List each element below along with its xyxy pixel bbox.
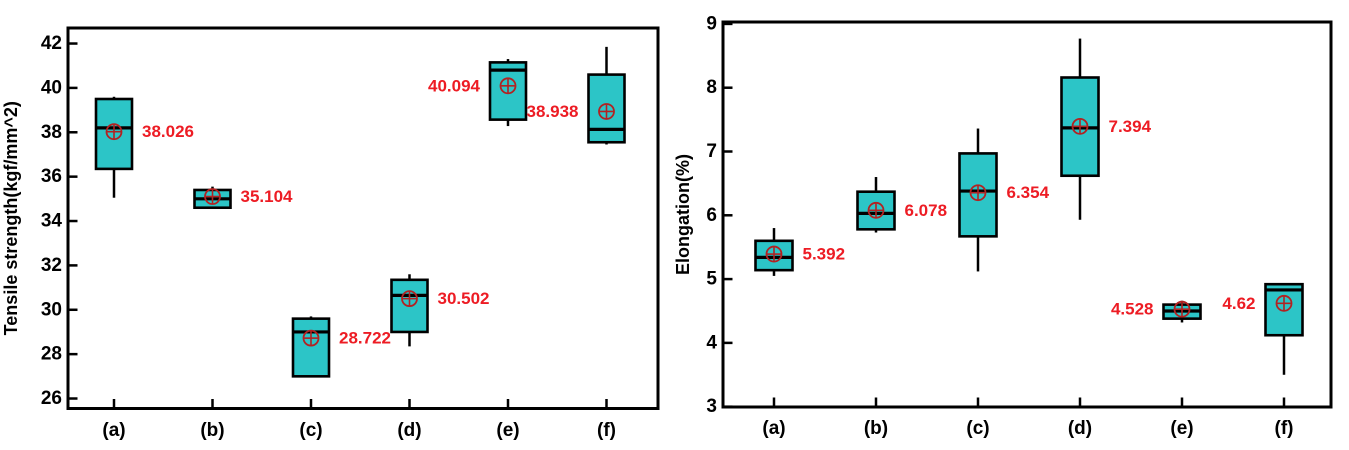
y-tick-label: 4 [706,332,717,353]
y-tick-label: 38 [41,122,62,143]
x-tick-label: (c) [966,418,989,439]
mean-value-label: 6.078 [905,201,948,220]
plot-frame [721,20,1333,409]
box-group: 38.938 [527,46,626,145]
y-tick-label: 3 [706,396,717,417]
mean-value-label: 40.094 [428,76,481,95]
mean-marker [867,201,885,219]
box-group: 28.722 [291,316,391,378]
x-tick-label: (f) [597,420,616,441]
x-tick-label: (a) [102,420,125,441]
mean-marker [1275,294,1293,312]
mean-value-label: 35.104 [241,187,294,206]
mean-marker [1071,117,1089,135]
tensile-strength-chart: 26 28 30 32 34 36 38 40 42 (a) (b) (c) (d) (e) (f) Tens… [1,26,660,441]
x-tick-label: (b) [864,418,888,439]
mean-value-label: 4.528 [1111,300,1154,319]
box-group: 38.026 [94,96,194,198]
y-tick-label: 30 [41,299,62,320]
x-tick-label: (e) [496,420,519,441]
y-tick-label: 28 [41,344,62,365]
box-group: 30.502 [390,274,490,347]
box-group: 6.078 [856,177,948,233]
y-axis-title: Elongation(%) [675,154,693,275]
y-tick-label: 32 [41,255,62,276]
y-tick-label: 40 [41,77,62,98]
mean-marker [765,245,783,263]
y-tick-label: 7 [706,141,717,162]
plot-frame [66,26,660,410]
x-tick-label: (d) [1068,418,1092,439]
y-tick-label: 36 [41,166,62,187]
box-rect [291,317,331,378]
mean-value-label: 4.62 [1222,294,1255,313]
mean-value-label: 28.722 [339,329,391,348]
mean-marker [499,77,517,95]
box-group: 5.392 [754,228,846,276]
mean-value-label: 6.354 [1007,183,1050,202]
x-tick-label: (b) [200,420,224,441]
mean-value-label: 38.938 [527,102,579,121]
box-group: 4.62 [1222,282,1304,375]
elongation-chart: 3 4 5 6 7 8 9 (a) (b) (c) (d) (e) (f) Elongation(%) 5.… [675,0,1349,450]
mean-marker [204,188,221,205]
x-tick-label: (a) [762,418,785,439]
mean-value-label: 30.502 [438,289,490,308]
box-group: 4.528 [1111,300,1202,323]
mean-value-label: 5.392 [803,245,846,264]
x-tick-label: (d) [397,420,421,441]
mean-marker [105,123,123,141]
mean-marker [401,290,418,308]
y-tick-label: 8 [706,77,717,98]
y-axis-title: Tensile strength(kgf/mm^2) [1,101,21,335]
y-tick-label: 5 [706,269,717,290]
mean-marker [302,329,320,347]
box-group: 40.094 [428,59,528,127]
box-group: 7.394 [1060,38,1152,220]
y-tick-label: 34 [41,211,63,232]
x-tick-label: (e) [1170,418,1193,439]
box-group: 6.354 [958,128,1050,272]
x-tick-label: (f) [1275,418,1294,439]
x-tick-label: (c) [299,420,322,441]
tensile-strength-boxplot: 26 28 30 32 34 36 38 40 42 (a) (b) (c) (d) (e) (f) Tens… [1,26,660,441]
y-tick-label: 42 [41,33,62,54]
y-tick-label: 26 [41,388,62,409]
mean-value-label: 7.394 [1109,117,1152,136]
box-rect [1264,282,1304,337]
elongation-boxplot: 3 4 5 6 7 8 9 (a) (b) (c) (d) (e) (f) Elongation(%) 5.… [675,13,1333,439]
mean-value-label: 38.026 [142,122,194,141]
box-rect [94,97,134,171]
y-tick-label: 6 [706,205,717,226]
box-group: 35.104 [193,186,294,210]
mean-marker [969,184,987,202]
y-tick-label: 9 [706,13,717,34]
mean-marker [1173,300,1191,318]
mean-marker [598,103,615,120]
